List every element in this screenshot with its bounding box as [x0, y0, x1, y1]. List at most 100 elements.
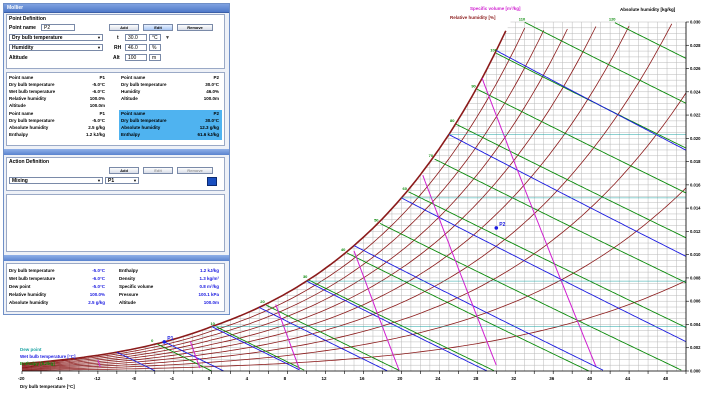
result-row: Density 1.3 kg/m³: [119, 276, 219, 281]
wet-bulb-line: [116, 351, 155, 372]
chevron-down-icon: ▼: [97, 45, 101, 50]
x-tick-label: 32: [511, 376, 517, 381]
enthalpy-line: [156, 343, 212, 372]
edit-action-button[interactable]: Edit: [143, 167, 173, 174]
absolute-humidity-title: Absolute humidity [kg/kg]: [620, 7, 676, 12]
edit-point-button[interactable]: Edit: [143, 24, 173, 31]
x-tick-label: 48: [663, 376, 669, 381]
action-point-select[interactable]: P1 ▼: [105, 177, 139, 184]
chart-point-label: P1: [167, 336, 173, 342]
t-extra: ▼: [165, 35, 170, 41]
enthalpy-line: [524, 21, 687, 104]
color-swatch-button[interactable]: [207, 177, 217, 186]
wet-bulb-line: [164, 341, 224, 372]
rh-input[interactable]: 46.0: [125, 44, 147, 51]
enthalpy-label: 30: [303, 274, 308, 279]
alt-input[interactable]: 100: [125, 54, 147, 61]
list-item[interactable]: Point name P2: [121, 75, 219, 80]
chart-curves: 0 10 20 30 40 50 60 70 80 90 100 110 120 P1 P2: [21, 16, 687, 372]
list-item-value: P2: [213, 75, 219, 80]
rh-curve: [21, 26, 597, 367]
specific-volume-line: [97, 359, 101, 368]
specific-volume-line: [353, 250, 400, 371]
enthalpy-label: 50: [374, 217, 379, 222]
y-tick-label: 0.024: [690, 89, 701, 94]
altitude-label: Altitude: [9, 55, 28, 61]
specific-volume-title: Specific volume [m³/kg]: [470, 6, 521, 11]
t-label: t: [117, 35, 119, 41]
chevron-down-icon: ▼: [97, 178, 101, 183]
results-box: Dry bulb temperature -5.0°C Wet bulb temp…: [6, 263, 225, 312]
y-tick-label: 0.020: [690, 136, 701, 141]
result-row: Pressure 100.1 kPa: [119, 292, 219, 297]
enthalpy-label: 10: [210, 321, 215, 326]
add-action-button[interactable]: Add: [109, 167, 139, 174]
x-tick-label: 40: [587, 376, 593, 381]
list-item: Absolute humidity 12.3 g/kg: [121, 125, 219, 130]
selected-point-highlight: [119, 110, 222, 140]
x-tick-label: 44: [625, 376, 631, 381]
list-item-label: Point name: [121, 75, 146, 80]
list-item: Absolute humidity 2.5 g/kg: [9, 125, 105, 130]
list-item: Altitude 100.0m: [121, 96, 219, 101]
list-item-value: P1: [99, 75, 105, 80]
chevron-down-icon: ▼: [97, 35, 101, 40]
rh-unit: %: [149, 44, 161, 51]
result-row: Absolute humidity 2.5 g/kg: [9, 300, 105, 305]
chart-grid: [21, 21, 687, 372]
enthalpy-line: [434, 158, 687, 284]
x-tick-label: -20: [18, 376, 25, 381]
wet-bulb-line: [448, 134, 687, 257]
enthalpy-line: [477, 88, 687, 194]
result-row: Enthalpy 1.2 kJ/kg: [119, 268, 219, 273]
t-unit: °C: [149, 34, 161, 41]
point-name-input[interactable]: P2: [41, 24, 75, 31]
rh-curve: [21, 92, 687, 370]
legend-enthalpy: Enthalpy [kJ/kg]: [20, 361, 55, 366]
window-title: Mollier: [7, 5, 24, 11]
enthalpy-label: 80: [450, 118, 455, 123]
chart-point: [494, 226, 499, 230]
specific-volume-line: [422, 175, 497, 366]
result-row: Dew point -5.0°C: [9, 284, 105, 289]
rh-curve: [21, 25, 630, 368]
rh-curve: [21, 30, 507, 365]
action-type-select[interactable]: Mixing ▼: [9, 177, 103, 184]
y-tick-label: 0.014: [690, 206, 701, 211]
wet-bulb-line: [306, 280, 488, 372]
action-definition-box: Action Definition Add Edit Remove Mixing…: [6, 157, 225, 191]
list-item: Dry bulb temperature 30.0°C: [121, 82, 219, 87]
add-point-button[interactable]: Add: [109, 24, 139, 31]
y-tick-label: 0.002: [690, 345, 701, 350]
parameter-1-select[interactable]: Dry bulb temperature ▼: [9, 34, 103, 41]
list-item: Dry bulb temperature -5.0°C: [9, 118, 105, 123]
result-row: Relative humidity 100.0%: [9, 292, 105, 297]
section-divider: [4, 149, 229, 155]
enthalpy-line: [346, 252, 589, 372]
x-tick-label: 36: [549, 376, 555, 381]
window-titlebar: Mollier: [4, 4, 229, 13]
y-tick-label: 0.000: [690, 369, 701, 374]
list-item-label: Point name: [9, 75, 34, 80]
t-input[interactable]: 30.0: [125, 34, 147, 41]
parameter-2-select[interactable]: Humidity ▼: [9, 44, 103, 51]
wet-bulb-line: [401, 197, 687, 343]
parameter-2-value: Humidity: [12, 45, 34, 51]
y-tick-label: 0.004: [690, 322, 701, 327]
specific-volume-line: [189, 341, 201, 369]
remove-point-button[interactable]: Remove: [177, 24, 213, 31]
alt-label: Alt: [113, 55, 120, 61]
enthalpy-label: 20: [260, 299, 265, 304]
relative-humidity-title: Relative humidity [%]: [450, 15, 496, 20]
remove-action-button[interactable]: Remove: [177, 167, 213, 174]
list-item[interactable]: Point name P1: [9, 75, 105, 80]
x-tick-label: -4: [170, 376, 174, 381]
enthalpy-line: [216, 326, 305, 371]
point-name-label: Point name: [9, 25, 36, 31]
alt-unit: m: [149, 54, 161, 61]
enthalpy-line: [379, 222, 682, 371]
chart-point: [162, 340, 167, 344]
list-item[interactable]: Point name P2: [121, 111, 219, 116]
list-item[interactable]: Point name P1: [9, 111, 105, 116]
